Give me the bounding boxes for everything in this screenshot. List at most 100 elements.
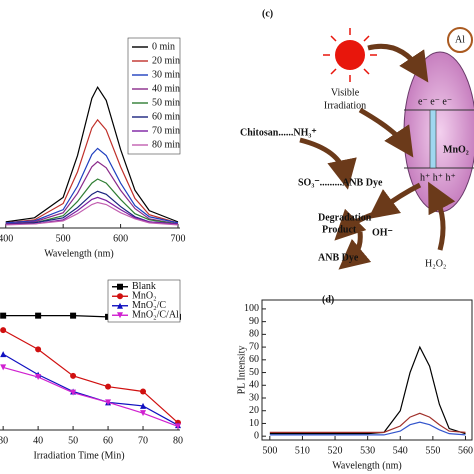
x-axis-label: Irradiation Time (Min) [33,450,124,461]
legend-marker [117,312,123,319]
x-tick-label: 560 [458,445,473,456]
legend-box [127,37,181,155]
diagram-text: h⁺ h⁺ h⁺ [420,172,456,183]
y-tick-label: 100 [244,303,259,314]
plot-frame [261,299,473,441]
x-tick-label: 500 [262,445,277,456]
y-tick-label: 40 [249,380,259,391]
x-tick-label: 510 [295,445,310,456]
arrow [367,182,422,219]
series-line [2,366,179,427]
marker [35,346,42,353]
marker [140,402,147,409]
excitation [429,109,437,169]
x-tick-label: 400 [0,233,13,244]
y-tick-label: 50 [249,367,259,378]
arrow [334,208,381,241]
marker [70,312,77,319]
x-tick-label: 50 [68,435,78,446]
x-tick-label: 550 [425,445,440,456]
x-tick-label: 80 [173,435,183,446]
marker [0,351,7,358]
legend-label: 0 min [152,41,175,52]
series-line [269,412,466,433]
al-icon [447,27,473,53]
series-line [2,329,179,424]
y-tick-label: 60 [249,354,259,365]
diagram-text: Degradation [318,212,372,223]
x-axis-label: Wavelength (nm) [332,460,401,471]
legend-marker [117,293,123,300]
marker [105,383,112,390]
arrow [428,181,456,251]
series-line [5,147,179,224]
marker [175,423,181,430]
legend-label: MnO₂ [132,291,157,302]
marker [35,312,42,319]
marker [0,312,7,319]
legend-label: Blank [132,281,156,292]
marker [70,372,77,379]
arrow [338,231,372,270]
x-tick-label: 30 [0,435,8,446]
legend-label: MnO₂/C [132,300,166,311]
diagram-text: Product [322,224,357,235]
x-tick-label: 540 [393,445,408,456]
sun [323,28,377,82]
legend-marker [117,283,123,290]
series-line [5,85,179,223]
x-tick-label: 700 [171,233,186,244]
legend-label: 30 min [152,69,180,80]
legend-label: 80 min [152,139,180,150]
panel-label: (d) [322,294,334,305]
series-line [2,353,179,426]
series-line [5,118,179,224]
x-tick-label: 530 [360,445,375,456]
marker [140,388,147,395]
al-label: Al [455,34,465,45]
diagram-text: Visible [331,87,360,98]
arrow [299,137,357,190]
arrow [367,43,429,83]
series-line [5,190,179,225]
series-line [5,201,179,226]
diagram-text: H₂O₂ [425,258,446,269]
y-tick-label: 20 [249,405,259,416]
diagram-text: Chitosan......NH₃⁺ [240,127,317,138]
series-line [269,345,466,435]
x-tick-label: 40 [33,435,43,446]
y-tick-label: 30 [249,392,259,403]
series-line [5,196,179,225]
legend-label: 40 min [152,83,180,94]
diagram-text: Irradiation [324,100,366,111]
legend-label: 60 min [152,111,180,122]
marker [0,327,7,334]
x-tick-label: 500 [56,233,71,244]
y-axis-label: PL Intensity [236,346,247,395]
series-line [5,160,179,225]
y-tick-label: 0 [254,430,259,441]
diagram-text: OH⁻ [372,227,393,238]
series-line [269,421,466,436]
diagram-text: ANB Dye [318,252,359,263]
y-tick-label: 90 [249,316,259,327]
marker [105,399,112,406]
x-tick-label: 600 [113,233,128,244]
panel-label: (c) [262,8,273,19]
diagram: (c) Al Visible Irradiation Chitos [240,8,474,270]
marker [70,389,77,396]
marker [0,364,7,371]
legend-label: 50 min [152,97,180,108]
y-tick-label: 70 [249,341,259,352]
diagram-text: MnO₂ [443,144,469,155]
legend-marker [117,302,123,309]
x-tick-label: 70 [138,435,148,446]
series-line [5,178,179,225]
legend-label: MnO₂/C/Al [132,310,179,321]
y-tick-label: 10 [249,418,259,429]
marker [140,410,147,417]
diagram-text: SO₃⁻.........ANB Dye [298,177,383,188]
x-axis-label: Wavelength (nm) [44,248,113,259]
diagram-text: e⁻ e⁻ e⁻ [418,96,452,107]
